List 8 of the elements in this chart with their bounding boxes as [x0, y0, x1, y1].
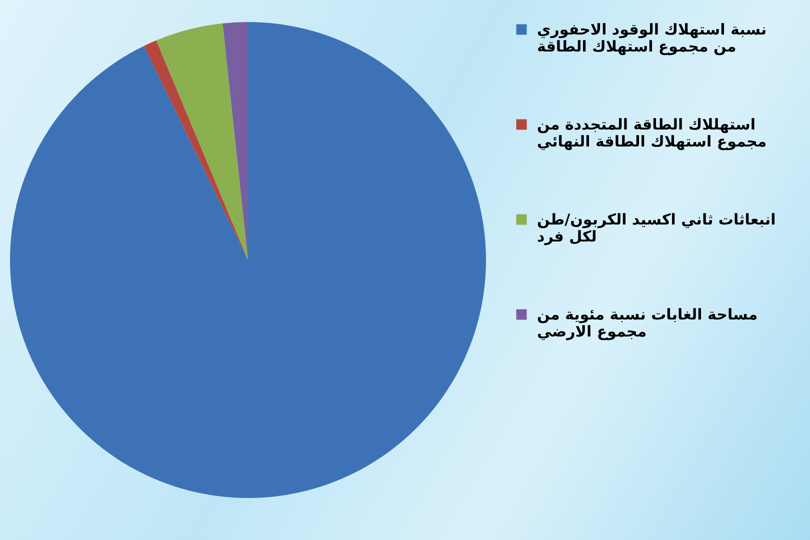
pie-slice — [144, 40, 248, 260]
pie-slice — [222, 22, 248, 260]
legend-label: مساحة الغابات نسبة مئوية من مجموع الارضي — [537, 306, 758, 340]
pie-slice — [10, 22, 486, 498]
pie-slice — [156, 23, 248, 260]
legend-label: انبعاثات ثاني اكسيد الكربون/طن لكل فرد — [537, 210, 776, 246]
legend-label: نسبة استهلاك الوقود الاحفوري من مجموع استهلاك الطاقة — [537, 20, 767, 56]
legend-label: استهللاك الطاقة المتجددة من مجموع استهلاك الطاقة النهائي — [537, 116, 767, 150]
